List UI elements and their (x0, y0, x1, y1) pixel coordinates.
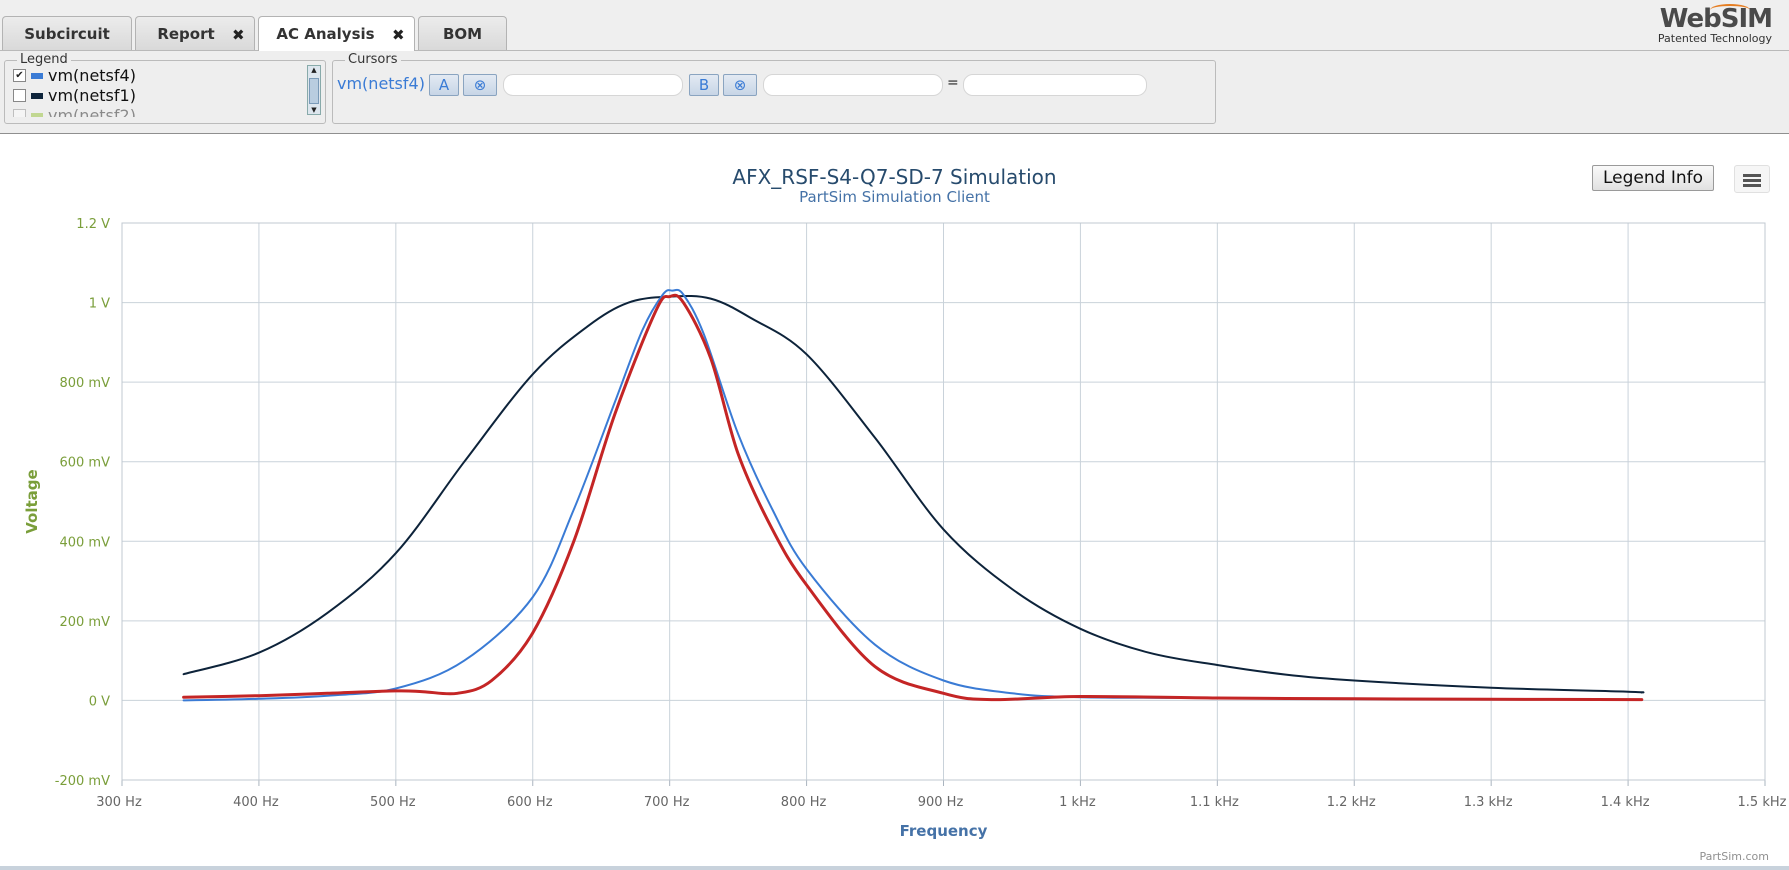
series-vm-netsf1- (182, 294, 1645, 694)
tab-subcircuit[interactable]: Subcircuit (2, 16, 132, 50)
cursors-panel: Cursors vm(netsf4) A ⊗ B ⊗ = (332, 52, 1216, 124)
series-vm-netsf4- (182, 288, 1643, 702)
legend-info-button[interactable]: Legend Info (1592, 165, 1714, 191)
tab-bar: Subcircuit Report ✖ AC Analysis ✖ BOM We… (0, 0, 1789, 51)
tab-report[interactable]: Report ✖ (135, 16, 255, 50)
x-tick-label: 400 Hz (233, 795, 279, 810)
menu-icon (1743, 184, 1761, 187)
cursor-trace-name[interactable]: vm(netsf4) (337, 74, 425, 93)
y-tick-label: -200 mV (55, 774, 110, 789)
x-tick-label: 1.1 kHz (1190, 795, 1239, 810)
x-tick-label: 900 Hz (918, 795, 964, 810)
legend-item-label: vm(netsf2) (48, 106, 136, 117)
control-strip: Legend ✔ vm(netsf4) vm(netsf1) vm(netsf2)… (0, 51, 1789, 134)
y-tick-label: 400 mV (59, 535, 110, 550)
logo-tagline: Patented Technology (1657, 32, 1772, 45)
logo-swoosh (1710, 4, 1750, 16)
chart-container: AFX_RSF-S4-Q7-SD-7 Simulation PartSim Si… (0, 152, 1789, 865)
equals-sign: = (947, 75, 959, 91)
x-tick-label: 1.4 kHz (1601, 795, 1650, 810)
legend-panel-title: Legend (17, 52, 71, 67)
remove-cursor-a-icon[interactable]: ⊗ (463, 74, 497, 96)
checkbox[interactable] (13, 89, 26, 102)
tab-label: AC Analysis (276, 25, 375, 43)
series-swatch (31, 72, 43, 79)
y-tick-label: 0 V (89, 694, 110, 709)
tab-label: Subcircuit (24, 25, 110, 43)
chart-menu-button[interactable] (1734, 165, 1770, 193)
close-icon[interactable]: ✖ (232, 26, 245, 44)
y-axis-title: Voltage (23, 469, 41, 533)
checkbox[interactable] (13, 109, 26, 117)
menu-icon (1743, 174, 1761, 177)
bottom-border (0, 866, 1789, 870)
cursors-panel-title: Cursors (345, 52, 401, 67)
x-tick-label: 600 Hz (507, 795, 553, 810)
partsim-credit[interactable]: PartSim.com (1699, 850, 1769, 863)
menu-icon (1743, 179, 1761, 182)
cursor-a-button[interactable]: A (429, 74, 459, 96)
cursor-b-button[interactable]: B (689, 74, 719, 96)
x-tick-label: 700 Hz (644, 795, 690, 810)
legend-panel: Legend ✔ vm(netsf4) vm(netsf1) vm(netsf2)… (4, 52, 326, 124)
x-tick-label: 1.3 kHz (1464, 795, 1513, 810)
legend-item[interactable]: ✔ vm(netsf4) (13, 66, 136, 86)
cursor-b-value[interactable] (763, 74, 943, 96)
logo-word: WebSIM (1659, 4, 1773, 34)
y-tick-label: 1 V (89, 297, 110, 312)
y-tick-label: 200 mV (59, 615, 110, 630)
y-tick-label: 1.2 V (76, 217, 110, 232)
series-line-vm-netsf4- (182, 288, 1643, 702)
y-tick-label: 600 mV (59, 456, 110, 471)
remove-cursor-b-icon[interactable]: ⊗ (723, 74, 757, 96)
line-chart[interactable]: -200 mV 0 V 200 mV 400 mV 600 mV 800 mV 1 V 1.2… (0, 152, 1789, 865)
legend-item-label: vm(netsf4) (48, 66, 136, 85)
tab-label: Report (157, 25, 215, 43)
websim-logo: WebSIM Patented Technology (1650, 4, 1780, 46)
scroll-thumb[interactable] (309, 78, 319, 104)
legend-item[interactable]: vm(netsf1) (13, 86, 136, 106)
cursor-a-value[interactable] (503, 74, 683, 96)
series-swatch (31, 112, 43, 117)
tab-bom[interactable]: BOM (418, 16, 507, 50)
x-tick-label: 1 kHz (1059, 795, 1096, 810)
y-tick-label: 800 mV (59, 376, 110, 391)
series-line-vm-netsf2- (182, 293, 1644, 702)
close-icon[interactable]: ✖ (392, 26, 405, 44)
x-axis-title: Frequency (900, 822, 988, 840)
chart-subtitle: PartSim Simulation Client (799, 188, 990, 206)
chart-title: AFX_RSF-S4-Q7-SD-7 Simulation (732, 165, 1057, 189)
legend-scrollbar[interactable]: ▲ ▼ (307, 65, 321, 115)
scroll-up-icon[interactable]: ▲ (311, 66, 317, 74)
tab-ac-analysis[interactable]: AC Analysis ✖ (258, 16, 415, 51)
x-tick-label: 1.5 kHz (1738, 795, 1787, 810)
plot-border (121, 222, 1766, 781)
x-tick-label: 500 Hz (370, 795, 416, 810)
series-vm-netsf2- (182, 293, 1644, 702)
checkbox[interactable]: ✔ (13, 69, 26, 82)
series-line-vm-netsf1- (182, 294, 1645, 694)
cursor-difference-value[interactable] (963, 74, 1147, 96)
legend-item-label: vm(netsf1) (48, 86, 136, 105)
series-swatch (31, 92, 43, 99)
tab-label: BOM (442, 25, 483, 43)
scroll-down-icon[interactable]: ▼ (311, 106, 317, 114)
x-tick-label: 1.2 kHz (1327, 795, 1376, 810)
x-tick-label: 300 Hz (96, 795, 142, 810)
legend-item[interactable]: vm(netsf2) (13, 106, 136, 117)
x-tick-label: 800 Hz (781, 795, 827, 810)
